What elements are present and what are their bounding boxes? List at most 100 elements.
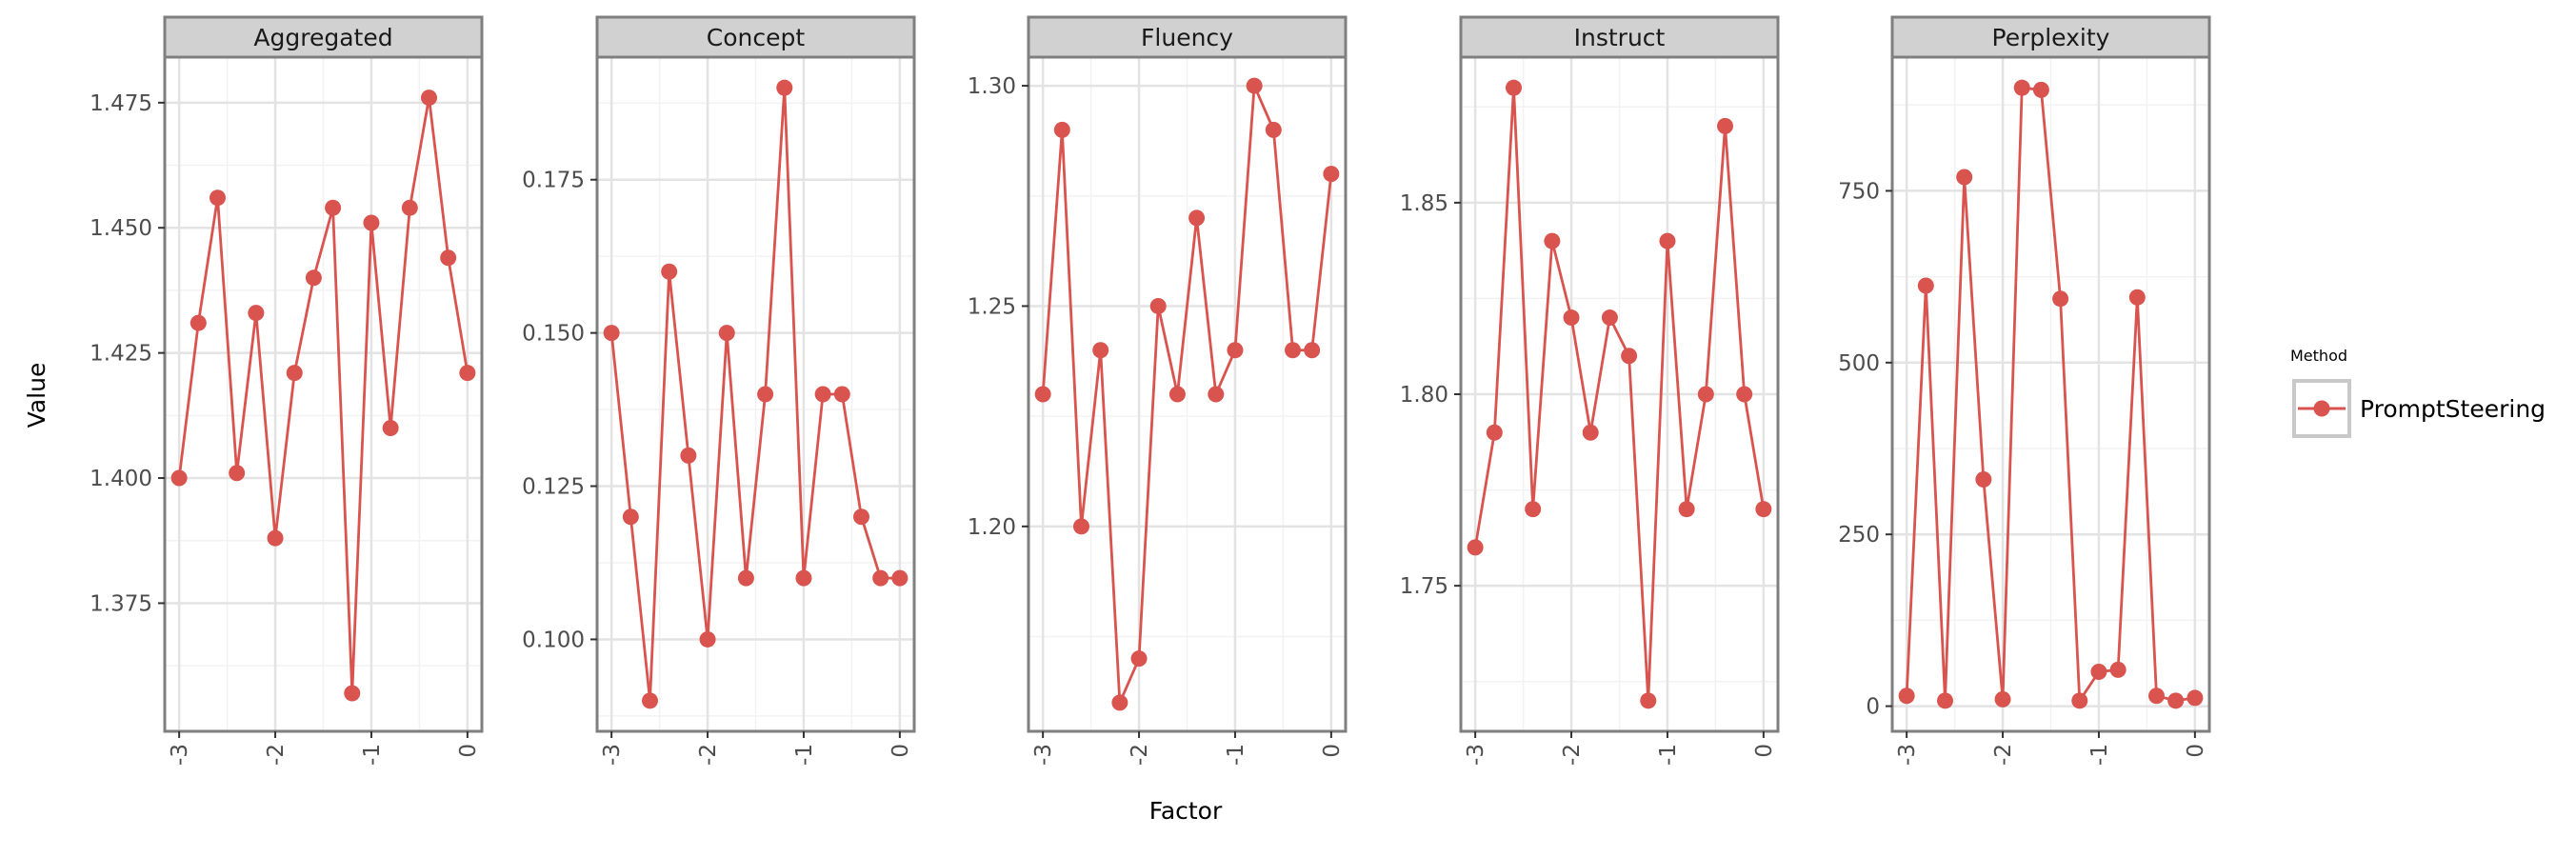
data-point [853, 508, 869, 526]
data-point [642, 692, 658, 709]
data-point [2187, 689, 2204, 707]
data-point [1898, 688, 1915, 705]
data-point [1994, 690, 2011, 708]
y-tick-label: 250 [1838, 523, 1880, 548]
facet-title: Fluency [1141, 24, 1233, 51]
data-point [1053, 121, 1070, 138]
data-point [603, 325, 620, 342]
data-point [459, 365, 476, 382]
x-tick-label: -3 [1895, 744, 1920, 766]
facet-strip [595, 15, 916, 59]
data-point [267, 529, 284, 547]
x-tick-label: -1 [1656, 744, 1681, 766]
data-point [1034, 386, 1051, 403]
data-point [1246, 77, 1263, 94]
y-tick-label: 1.75 [1400, 574, 1448, 599]
data-point [833, 386, 850, 403]
data-point [2071, 692, 2088, 709]
data-point [757, 386, 774, 403]
data-point [795, 569, 812, 587]
facet-panel-concept: Concept 0.100 0.125 0.150 0.175 -3 -2 -1 0 [522, 15, 916, 766]
data-point [2052, 290, 2069, 308]
data-point [2148, 688, 2165, 705]
data-point [1678, 501, 1695, 518]
data-point [1506, 79, 1522, 96]
data-point [325, 199, 342, 216]
y-tick-label: 1.425 [90, 342, 152, 367]
data-point [1130, 650, 1148, 668]
x-tick-label: -3 [600, 744, 625, 766]
data-point [210, 189, 226, 207]
y-tick-label: 1.85 [1400, 191, 1448, 216]
data-point [680, 447, 697, 464]
x-tick-label: 0 [889, 744, 913, 758]
data-point [622, 508, 639, 526]
facet-strip [163, 15, 484, 59]
x-axis-title: Factor [1149, 797, 1223, 825]
data-point [1486, 424, 1503, 441]
facet-panel-instruct: Instruct 1.75 1.80 1.85 -3 -2 -1 0 [1400, 15, 1780, 766]
data-point [1621, 348, 1638, 365]
x-tick-label: -3 [168, 744, 192, 766]
x-tick-label: 0 [1752, 744, 1777, 758]
y-tick-label: 0.125 [522, 475, 585, 500]
x-tick-label: -3 [1031, 744, 1056, 766]
y-tick-label: 1.25 [968, 294, 1016, 319]
data-point [1168, 386, 1186, 403]
y-tick-label: 0 [1866, 695, 1880, 720]
data-point [382, 419, 399, 436]
data-point [872, 569, 889, 587]
data-point [363, 214, 380, 231]
series-line [177, 96, 469, 695]
y-tick-label: 0.175 [522, 169, 585, 193]
facet-title: Concept [707, 24, 806, 51]
data-point [305, 269, 322, 287]
x-tick-label: 0 [456, 744, 481, 758]
data-point [661, 263, 678, 280]
data-point [2128, 289, 2146, 306]
data-point [1525, 501, 1542, 518]
y-tick-label: 1.30 [968, 74, 1016, 99]
y-axis-title: Value [23, 363, 50, 428]
x-tick-label: -2 [1128, 744, 1152, 766]
data-point [1736, 386, 1753, 403]
y-tick-label: 0.100 [522, 628, 585, 652]
data-point [421, 90, 437, 107]
x-tick-label: 0 [2184, 744, 2208, 758]
series-line [1041, 84, 1333, 705]
y-tick-label: 0.150 [522, 322, 585, 347]
x-tick-label: -1 [792, 744, 817, 766]
facet-panel-aggregated: Aggregated 1.375 1.400 1.425 1.450 1.475 -3 -2 -… [90, 15, 484, 766]
data-point [440, 249, 457, 267]
data-point [1697, 386, 1714, 403]
y-tick-label: 1.80 [1400, 383, 1448, 408]
data-point [1092, 342, 1109, 359]
y-tick-label: 750 [1838, 179, 1880, 204]
facet-panels: Aggregated 1.375 1.400 1.425 1.450 1.475 -3 -2 -… [90, 15, 2211, 766]
data-point [2013, 79, 2030, 96]
series-line [609, 86, 900, 703]
data-point [1956, 169, 1973, 186]
data-point [891, 569, 909, 587]
x-tick-label: -2 [1560, 744, 1585, 766]
facet-strip [1890, 15, 2211, 59]
x-tick-label: -1 [360, 744, 385, 766]
legend-key-point [2313, 400, 2330, 417]
data-point [1467, 539, 1484, 556]
data-point [2090, 664, 2107, 681]
series-line [1473, 86, 1766, 703]
data-point [1917, 277, 1934, 294]
facet-title: Instruct [1574, 24, 1666, 51]
facet-panel-fluency: Fluency 1.20 1.25 1.30 -3 -2 -1 0 [968, 15, 1348, 766]
data-point [229, 465, 246, 482]
y-tick-label: 1.375 [90, 591, 152, 616]
y-tick-label: 1.20 [968, 515, 1016, 540]
y-tick-label: 1.400 [90, 467, 152, 491]
data-point [344, 685, 361, 702]
x-tick-label: -2 [264, 744, 289, 766]
data-point [1111, 694, 1128, 711]
data-point [286, 365, 303, 382]
data-point [814, 386, 831, 403]
data-point [2167, 692, 2185, 709]
